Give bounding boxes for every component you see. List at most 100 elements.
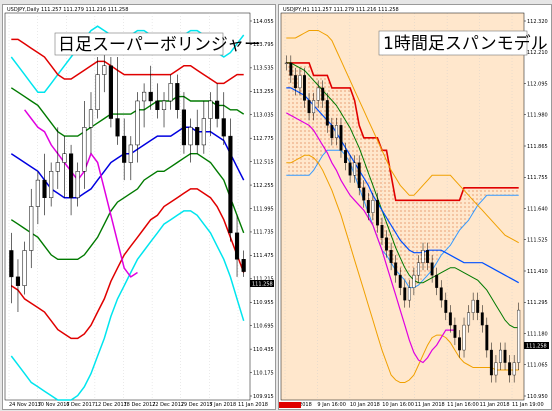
y-tick-label: 111.735	[253, 230, 274, 236]
series-line-greenma	[286, 62, 519, 329]
candle-body	[88, 109, 94, 128]
daily-title-box	[54, 32, 224, 56]
hourly-current-price-label: 111.258	[526, 344, 547, 350]
candle-body	[9, 250, 14, 278]
candle-body	[480, 312, 484, 326]
candle-body	[142, 91, 147, 102]
candle-body	[228, 135, 233, 234]
x-tick-label: 29 Dec 2017	[181, 402, 213, 408]
candle-body	[385, 237, 389, 251]
candle-body	[380, 225, 384, 238]
candle-body	[435, 274, 439, 288]
x-tick-label: 10 Jan 2018	[350, 402, 380, 408]
y-tick-label: 111.525	[527, 238, 548, 244]
candle-body	[62, 153, 67, 163]
y-tick-label: 110.175	[253, 370, 274, 376]
x-tick-label: 24 Nov 2017	[9, 402, 41, 408]
candle-body	[512, 362, 516, 376]
y-tick-label: 110.950	[527, 394, 548, 400]
hourly-red-marker	[279, 402, 301, 408]
y-tick-label: 110.955	[253, 300, 274, 306]
candle-body	[489, 349, 493, 376]
y-tick-label: 111.995	[253, 206, 274, 212]
candle-body	[485, 324, 489, 351]
candle-body	[161, 100, 167, 110]
candle-body	[508, 362, 512, 376]
y-tick-label: 114.055	[253, 19, 274, 25]
candle-body	[394, 262, 398, 276]
daily-plot-area	[4, 12, 251, 401]
series-line-magenta	[286, 112, 455, 364]
candle-body	[35, 179, 40, 207]
candle-body	[49, 171, 54, 198]
series-line-1	[10, 153, 245, 260]
candle-body	[15, 276, 21, 286]
x-tick-label: 30 Nov 2017	[38, 402, 70, 408]
x-tick-label: 6 Dec 2017	[66, 402, 95, 408]
candle-body	[499, 349, 502, 363]
candle-body	[241, 259, 246, 272]
candle-body	[467, 312, 471, 326]
candle-body	[307, 100, 311, 114]
candle-body	[421, 249, 425, 263]
candle-body	[430, 262, 434, 276]
candle-body	[208, 100, 213, 119]
candle-body	[494, 362, 498, 376]
candle-body	[95, 74, 100, 111]
y-tick-label: 111.980	[527, 113, 548, 119]
y-tick-label: 112.095	[527, 81, 548, 87]
candle-body	[102, 65, 107, 75]
y-tick-label: 111.865	[527, 144, 548, 150]
daily-chart-svg[interactable]: 114.055 113.795 113.535 113.255 113.035 112.7…	[3, 5, 275, 409]
candle-body	[75, 171, 80, 198]
candle-body	[108, 65, 113, 119]
series-line-upperband	[286, 30, 519, 244]
y-tick-label: 110.435	[253, 347, 274, 353]
candle-body	[316, 87, 320, 101]
candle-body	[122, 135, 127, 163]
candle-body	[22, 250, 27, 286]
candle-body	[398, 274, 402, 288]
candle-body	[312, 100, 316, 114]
candle-body	[289, 62, 293, 76]
series-line-lagging	[24, 109, 138, 278]
candle-body	[416, 262, 420, 276]
candle-body	[375, 200, 379, 226]
hourly-chart-svg[interactable]: 112.320 112.210 112.095 111.980 111.865 111.7…	[279, 5, 551, 409]
candle-body	[371, 200, 375, 213]
candle-body	[135, 100, 140, 146]
candle-body	[284, 62, 288, 64]
candle-body	[407, 287, 411, 301]
candle-body	[82, 127, 87, 172]
x-tick-label: 10 Jan 16:00	[382, 402, 414, 408]
x-tick-label: 11 Jan 2018	[480, 402, 510, 408]
y-tick-label: 112.775	[253, 136, 274, 142]
series-line-redspan	[286, 62, 519, 202]
candle-body	[439, 287, 443, 301]
hourly-chart-panel[interactable]: 112.320 112.210 112.095 111.980 111.865 111.7…	[278, 4, 552, 410]
candle-body	[234, 232, 240, 260]
daily-chart-panel[interactable]: 114.055 113.795 113.535 113.255 113.035 112.7…	[2, 4, 276, 410]
candle-body	[334, 125, 338, 139]
candle-body	[503, 349, 507, 363]
y-tick-label: 109.915	[253, 394, 274, 400]
candle-body	[453, 324, 457, 338]
y-tick-label: 111.410	[527, 269, 548, 275]
x-tick-label: 9 Jan 16:00	[317, 402, 345, 408]
candle-body	[68, 153, 74, 198]
candle-body	[128, 144, 133, 163]
candle-body	[298, 75, 302, 89]
hourly-plot-area	[280, 12, 525, 401]
candle-body	[148, 91, 153, 102]
y-tick-label: 112.255	[253, 183, 274, 189]
series-line-2	[10, 188, 245, 340]
y-tick-label: 111.640	[527, 206, 548, 212]
candle-body	[348, 162, 352, 176]
candle-body	[155, 100, 160, 110]
candle-body	[462, 324, 466, 351]
candle-body	[471, 299, 475, 313]
candle-body	[517, 309, 521, 363]
x-tick-label: 12 Dec 2017	[95, 402, 127, 408]
candle-body	[293, 75, 297, 89]
candle-body	[215, 100, 220, 119]
